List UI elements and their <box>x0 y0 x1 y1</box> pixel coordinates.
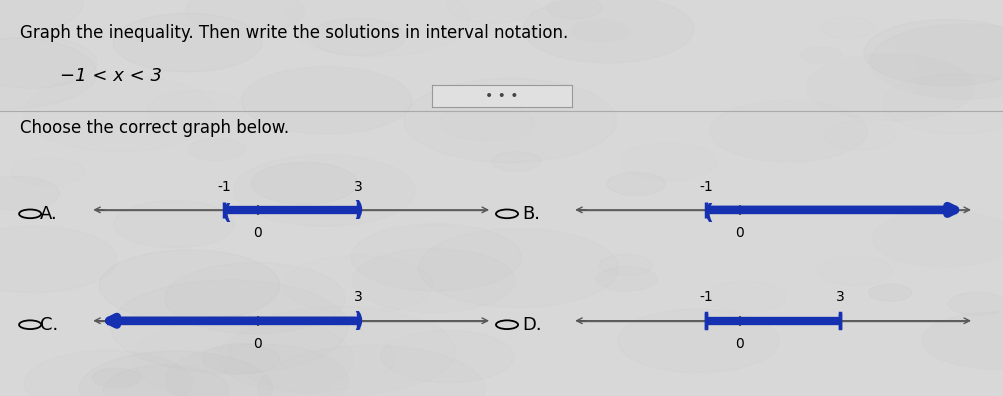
Circle shape <box>869 24 1003 99</box>
Circle shape <box>575 51 649 81</box>
Circle shape <box>205 349 367 396</box>
Circle shape <box>0 37 96 109</box>
Text: • • •: • • • <box>484 89 519 103</box>
Circle shape <box>217 322 394 392</box>
Circle shape <box>0 226 116 292</box>
Circle shape <box>0 37 96 88</box>
Text: 3: 3 <box>353 290 362 305</box>
Circle shape <box>864 19 1003 86</box>
Text: ): ) <box>353 200 363 220</box>
Circle shape <box>523 0 693 63</box>
Text: Graph the inequality. Then write the solutions in interval notation.: Graph the inequality. Then write the sol… <box>20 24 568 42</box>
Circle shape <box>403 78 616 162</box>
Circle shape <box>760 306 943 378</box>
Text: ): ) <box>219 200 229 220</box>
Circle shape <box>547 0 602 19</box>
Text: 0: 0 <box>253 226 262 240</box>
Circle shape <box>607 172 665 195</box>
Circle shape <box>705 33 919 118</box>
Circle shape <box>186 0 304 34</box>
Circle shape <box>252 162 357 204</box>
Circle shape <box>617 309 778 373</box>
Circle shape <box>132 316 353 396</box>
Circle shape <box>620 143 715 181</box>
Circle shape <box>203 344 279 374</box>
Circle shape <box>234 155 415 227</box>
Circle shape <box>99 250 280 321</box>
Circle shape <box>593 341 827 396</box>
Circle shape <box>230 307 455 396</box>
Circle shape <box>24 76 217 152</box>
Text: -1: -1 <box>698 179 712 194</box>
Text: 0: 0 <box>253 337 262 351</box>
Text: 0: 0 <box>734 226 743 240</box>
Circle shape <box>872 210 1003 267</box>
Circle shape <box>92 368 140 387</box>
Text: -1: -1 <box>217 179 231 194</box>
Text: −1 < x < 3: −1 < x < 3 <box>60 67 162 85</box>
Circle shape <box>868 284 911 301</box>
Circle shape <box>270 261 471 340</box>
Circle shape <box>446 0 536 23</box>
Circle shape <box>593 244 737 301</box>
Circle shape <box>24 350 193 396</box>
Circle shape <box>310 18 405 55</box>
Text: B.: B. <box>522 205 540 223</box>
Circle shape <box>258 345 484 396</box>
Circle shape <box>921 312 1003 369</box>
Circle shape <box>816 256 891 285</box>
Text: 3: 3 <box>834 290 844 305</box>
Circle shape <box>351 224 521 291</box>
Text: A.: A. <box>40 205 58 223</box>
Circle shape <box>110 280 348 373</box>
Circle shape <box>882 74 1003 134</box>
Circle shape <box>491 152 541 171</box>
Text: D.: D. <box>522 316 542 334</box>
Text: Choose the correct graph below.: Choose the correct graph below. <box>20 119 289 137</box>
Text: ): ) <box>700 200 710 220</box>
Circle shape <box>238 153 380 209</box>
Text: 3: 3 <box>353 179 362 194</box>
Text: C.: C. <box>40 316 58 334</box>
Circle shape <box>0 176 59 210</box>
Text: 0: 0 <box>734 337 743 351</box>
Circle shape <box>241 67 411 134</box>
Circle shape <box>0 0 83 36</box>
Circle shape <box>596 267 657 291</box>
Circle shape <box>709 100 866 162</box>
Circle shape <box>629 380 702 396</box>
Circle shape <box>113 200 234 248</box>
Circle shape <box>79 351 273 396</box>
Circle shape <box>799 47 842 63</box>
Circle shape <box>282 0 469 56</box>
Circle shape <box>948 292 1003 315</box>
Circle shape <box>103 365 229 396</box>
Circle shape <box>164 263 345 334</box>
Circle shape <box>113 13 262 72</box>
Circle shape <box>744 22 853 65</box>
Circle shape <box>337 346 567 396</box>
Circle shape <box>381 330 514 383</box>
Text: -1: -1 <box>698 290 712 305</box>
Text: ): ) <box>353 311 363 331</box>
Circle shape <box>599 255 652 275</box>
